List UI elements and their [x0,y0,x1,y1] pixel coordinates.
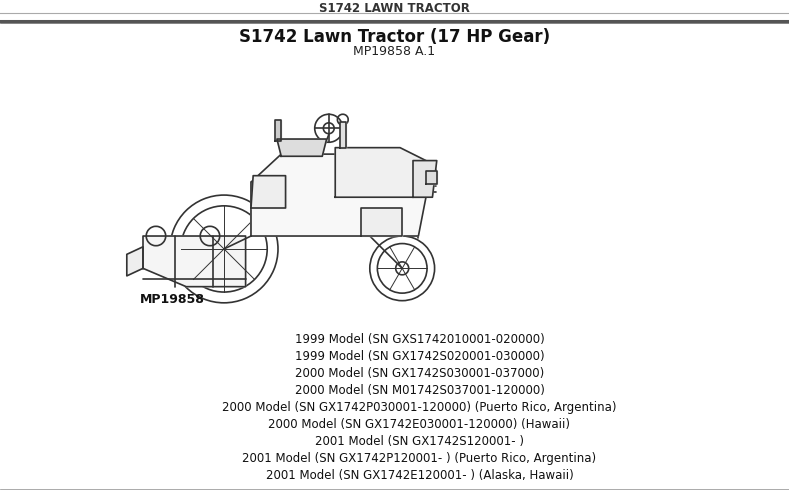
Polygon shape [413,161,437,197]
Polygon shape [339,122,346,148]
Text: S1742 LAWN TRACTOR: S1742 LAWN TRACTOR [319,1,470,15]
Text: 2001 Model (SN GX1742P120001- ) (Puerto Rico, Argentina): 2001 Model (SN GX1742P120001- ) (Puerto … [242,452,596,464]
Text: 1999 Model (SN GXS1742010001-020000): 1999 Model (SN GXS1742010001-020000) [294,333,544,346]
Polygon shape [251,154,426,236]
Polygon shape [426,171,437,184]
Polygon shape [127,247,143,276]
Polygon shape [361,208,402,236]
Polygon shape [143,236,245,287]
Text: 1999 Model (SN GX1742S020001-030000): 1999 Model (SN GX1742S020001-030000) [294,350,544,363]
Text: 2000 Model (SN GX1742E030001-120000) (Hawaii): 2000 Model (SN GX1742E030001-120000) (Ha… [268,418,570,431]
Text: 2000 Model (SN M01742S037001-120000): 2000 Model (SN M01742S037001-120000) [294,384,544,397]
Text: 2000 Model (SN GX1742S030001-037000): 2000 Model (SN GX1742S030001-037000) [295,367,544,380]
Text: S1742 Lawn Tractor (17 HP Gear): S1742 Lawn Tractor (17 HP Gear) [239,28,550,46]
Polygon shape [275,120,281,141]
Text: MP19858 A.1: MP19858 A.1 [353,46,436,58]
Text: 2000 Model (SN GX1742P030001-120000) (Puerto Rico, Argentina): 2000 Model (SN GX1742P030001-120000) (Pu… [222,401,617,414]
Text: 2001 Model (SN GX1742S120001- ): 2001 Model (SN GX1742S120001- ) [315,435,524,448]
Polygon shape [277,139,327,156]
Polygon shape [251,176,286,208]
Polygon shape [335,148,426,197]
Text: MP19858: MP19858 [140,293,204,306]
Text: 2001 Model (SN GX1742E120001- ) (Alaska, Hawaii): 2001 Model (SN GX1742E120001- ) (Alaska,… [266,468,574,482]
